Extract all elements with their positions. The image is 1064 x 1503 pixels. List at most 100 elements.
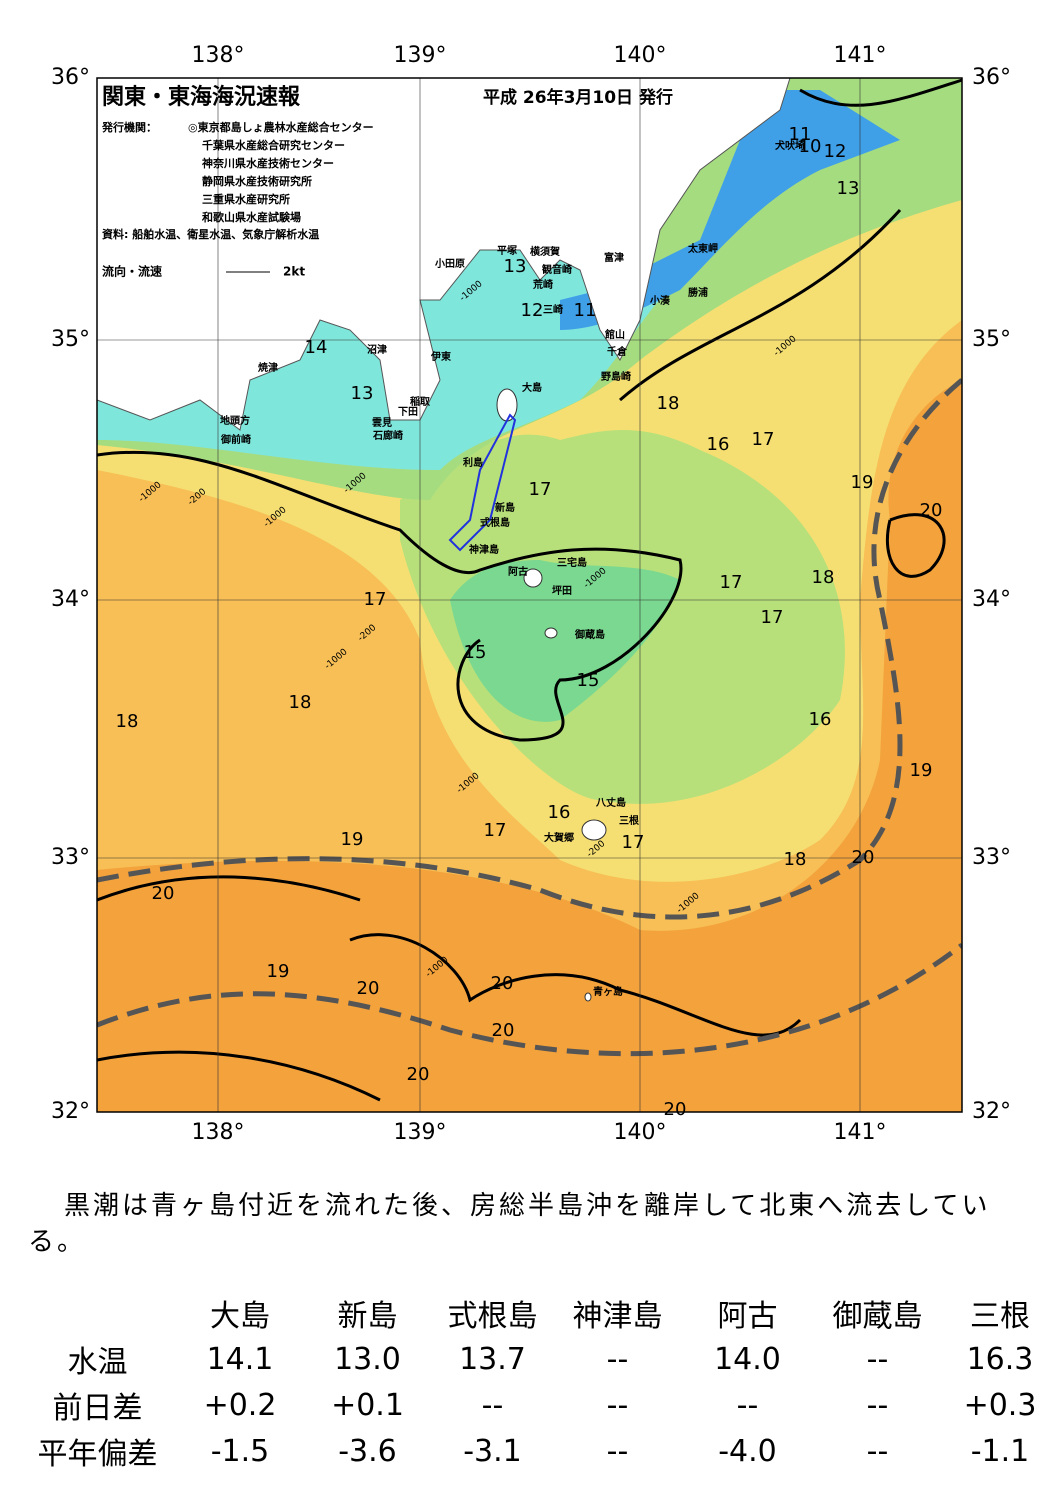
place-name: 青ヶ島 [593,985,623,998]
table-cell [20,1290,175,1336]
place-name: 小田原 [434,257,465,270]
contour-label: 18 [657,393,680,414]
table-cell: 14.1 [206,1341,274,1377]
contour-label: 20 [357,978,380,999]
table-cell: +0.2 [203,1387,277,1423]
issuer: 静岡県水産技術研究所 [202,174,312,188]
data-table: 大島 新島 式根島 神津島 阿古 御蔵島 三根 水温 14.1 13.0 13.7 -- 14.0 -- 1… [20,1290,1060,1474]
table-cell: -1.5 [210,1433,270,1469]
issuer: 神奈川県水産技術センター [202,156,334,170]
contour-label: 20 [920,500,943,521]
table-cell: -3.1 [463,1433,522,1469]
place-name: 観音崎 [542,263,572,276]
legend-speed: 2kt [283,265,305,279]
place-name: 小湊 [649,294,671,307]
place-name: 荒崎 [532,278,553,291]
source: 資料: 船舶水温、衛星水温、気象庁解析水温 [102,227,319,241]
place-name: 野島崎 [601,370,631,383]
map-frame [96,77,963,1113]
table-cell: -1.1 [970,1433,1030,1469]
place-name: 下田 [398,406,418,418]
place-name: 式根島 [480,516,510,529]
place-name: 犬吠埼 [775,139,805,152]
table-header: 大島 新島 式根島 神津島 阿古 御蔵島 三根 [20,1290,1060,1336]
table-cell: 新島 [337,1299,398,1334]
issuer: 千葉県水産総合研究センター [202,138,345,152]
contour-label: 18 [812,567,835,588]
place-name: 沼津 [367,343,387,356]
lat-label: 33° [51,845,90,870]
lon-label: 140° [614,1120,667,1145]
contour-label: 19 [910,760,933,781]
summary: 黒潮は青ヶ島付近を流れた後、房総半島沖を離岸して北東へ流去している。 [28,1191,991,1257]
contour-label: 17 [752,429,775,450]
table-cell: 14.0 [714,1341,781,1377]
table-cell: 平年偏差 [37,1437,158,1472]
table-row: 前日差 +0.2 +0.1 -- -- -- -- +0.3 [20,1382,1060,1428]
place-name: 御前崎 [220,433,251,446]
issuer: 三重県水産研究所 [202,192,290,206]
sea-temperature [97,78,962,1112]
place-name: 大島 [522,381,542,394]
lat-label: 33° [972,845,1011,870]
contour-label: 17 [529,479,552,500]
table-row: 水温 14.1 13.0 13.7 -- 14.0 -- 16.3 [20,1336,1060,1382]
lon-label: 139° [394,43,447,68]
place-name: 地頭方 [220,414,250,427]
place-name: 坪田 [552,584,572,597]
map: 関東・東海海況速報 平成 26年3月10日 発行 発行機関： 資料: 船舶水温、… [51,43,1011,1145]
contour-label: 16 [809,709,832,730]
table-cell: 式根島 [447,1299,538,1334]
place-name: 千倉 [607,345,628,358]
place-name: 富津 [604,251,624,264]
lat-label: 32° [972,1099,1011,1124]
contour-label: 20 [664,1099,687,1120]
table-cell: 13.0 [334,1341,401,1377]
contour-label: 11 [789,124,812,145]
place-name: 八丈島 [595,796,626,809]
lat-label: 32° [51,1099,90,1124]
table-cell: -- [606,1387,629,1423]
issuer-label: 発行機関： [101,120,157,134]
contour-label: 18 [784,849,807,870]
lat-label: 35° [972,327,1011,352]
table-cell: -- [866,1433,889,1469]
lon-label: 140° [614,43,667,68]
contour-label: 20 [852,847,875,868]
contour-label: 20 [152,883,175,904]
contour-label: 16 [707,434,730,455]
lon-label: 141° [834,43,887,68]
place-name: 新島 [495,501,515,514]
issuer: 和歌山県水産試験場 [202,210,301,224]
lat-label: 34° [972,587,1011,612]
table-cell: 前日差 [52,1391,143,1426]
place-name: 石廊崎 [372,429,403,442]
contour-label: 13 [351,383,374,404]
table-cell: +0.3 [963,1387,1037,1423]
place-name: 太東岬 [687,242,718,255]
place-name: 焼津 [258,361,278,374]
issue-date: 平成 26年3月10日 発行 [483,87,673,108]
issuer: ◎東京都島しょ農林水産総合センター [188,120,374,134]
contour-label: 19 [851,472,874,493]
title: 関東・東海海況速報 [102,84,301,110]
contour-label: 17 [622,832,645,853]
table-cell: 神津島 [572,1299,663,1334]
place-name: 三崎 [543,303,563,316]
place-name: 三宅島 [557,556,587,569]
place-name: 勝浦 [688,286,708,299]
lon-label: 139° [394,1120,447,1145]
contour-label: 17 [761,607,784,628]
contour-label: 19 [341,829,364,850]
place-name: 稲取 [410,395,431,408]
contour-label: 17 [720,572,743,593]
table-cell: 13.7 [459,1341,526,1377]
table-cell: -4.0 [718,1433,777,1469]
table-row: 平年偏差 -1.5 -3.6 -3.1 -- -4.0 -- -1.1 [20,1428,1060,1474]
table-cell: -3.6 [338,1433,397,1469]
table-cell: -- [606,1433,629,1469]
table-cell: 水温 [67,1345,128,1380]
contour-label: 13 [837,178,860,199]
lon-label: 138° [192,1120,245,1145]
contour-label: 11 [574,300,597,321]
